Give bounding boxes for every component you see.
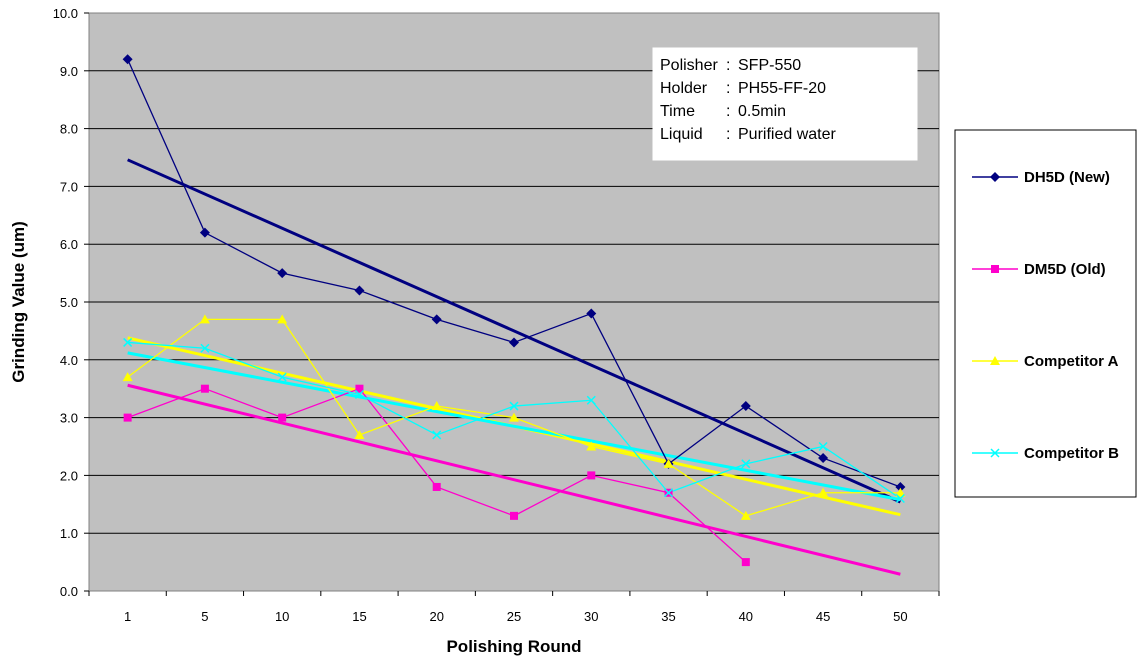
data-point (664, 488, 674, 498)
data-point (818, 487, 829, 497)
data-point (354, 429, 365, 439)
data-point (200, 384, 209, 393)
data-point (123, 337, 133, 347)
info-box-frame (652, 47, 918, 161)
data-point (199, 314, 210, 324)
data-point (587, 471, 596, 480)
data-point (278, 413, 287, 422)
info-key: Liquid (660, 126, 703, 143)
y-tick-label: 1.0 (60, 526, 78, 541)
info-value: Purified water (738, 126, 836, 143)
info-value: PH55-FF-20 (738, 80, 826, 97)
trendline (127, 383, 901, 576)
y-tick-label: 3.0 (60, 411, 78, 426)
y-tick-label: 2.0 (60, 468, 78, 483)
data-point (509, 401, 519, 411)
legend-frame (954, 129, 1137, 498)
y-tick-label: 8.0 (60, 122, 78, 137)
info-key: Time (660, 103, 695, 120)
trendline (127, 351, 901, 502)
y-tick-label: 7.0 (60, 179, 78, 194)
info-colon: : (726, 57, 730, 74)
data-point (586, 308, 597, 319)
data-point (277, 268, 288, 279)
data-point (431, 314, 442, 325)
x-tick-label: 5 (201, 609, 208, 624)
y-tick-label: 6.0 (60, 237, 78, 252)
series-markers (122, 54, 906, 567)
trendline (127, 158, 901, 504)
legend-marker (991, 265, 999, 273)
info-key: Holder (660, 80, 708, 97)
data-point (355, 384, 364, 393)
info-value: SFP-550 (738, 57, 801, 74)
y-tick-labels: 0.0 1.0 2.0 3.0 4.0 5.0 6.0 7.0 8.0 9.0 10.0 (53, 6, 89, 599)
x-tick-labels: 1 5 10 15 20 25 30 35 40 45 50 (88, 591, 940, 624)
y-tick-label: 9.0 (60, 64, 78, 79)
x-tick-label: 10 (275, 609, 289, 624)
y-axis-title: Grinding Value (um) (9, 221, 28, 383)
x-tick-label: 25 (507, 609, 521, 624)
data-point (122, 372, 133, 382)
info-key: Polisher (660, 57, 718, 74)
legend: DH5D (New) DM5D (Old) Competitor A Competit… (954, 129, 1137, 498)
data-point (510, 511, 518, 520)
x-tick-label: 20 (429, 609, 443, 624)
legend-marker (990, 172, 1000, 182)
data-point (123, 413, 132, 422)
x-tick-label: 35 (661, 609, 675, 624)
x-tick-label: 40 (739, 609, 753, 624)
y-tick-label: 5.0 (60, 295, 78, 310)
data-point (740, 401, 751, 412)
legend-label: DH5D (New) (1024, 169, 1110, 186)
info-value: 0.5min (738, 103, 786, 120)
data-point (895, 493, 905, 504)
legend-label: Competitor A (1024, 353, 1119, 370)
data-point (663, 458, 674, 468)
data-point (122, 54, 133, 65)
data-point (818, 453, 829, 464)
legend-entries: DH5D (New) DM5D (Old) Competitor A Competit… (972, 169, 1119, 462)
info-colon: : (726, 80, 730, 97)
info-colon: : (726, 126, 730, 143)
x-tick-label: 45 (816, 609, 830, 624)
data-point (432, 482, 441, 491)
data-point (895, 481, 906, 492)
data-point (741, 558, 750, 567)
data-point (354, 285, 365, 296)
legend-marker (990, 356, 1000, 365)
data-point (895, 487, 906, 497)
legend-marker (990, 448, 1000, 458)
data-point (277, 314, 288, 324)
data-point (509, 337, 519, 348)
x-axis-title: Polishing Round (446, 637, 581, 656)
data-point (818, 441, 828, 452)
x-tick-label: 15 (352, 609, 366, 624)
x-tick-label: 30 (584, 609, 598, 624)
info-colon: : (726, 103, 730, 120)
data-point (740, 510, 751, 520)
data-point (432, 430, 442, 440)
y-tick-label: 4.0 (60, 353, 78, 368)
data-point (741, 459, 751, 469)
data-point (199, 227, 210, 238)
data-point (509, 412, 519, 422)
x-tick-label: 50 (893, 609, 907, 624)
x-tick-label: 1 (124, 609, 131, 624)
data-point (586, 395, 596, 405)
data-point (354, 389, 364, 400)
legend-label: Competitor B (1024, 445, 1119, 462)
y-tick-label: 0.0 (60, 584, 78, 599)
data-point (277, 372, 287, 382)
data-point (586, 441, 597, 451)
legend-label: DM5D (Old) (1024, 261, 1106, 278)
data-point (431, 401, 442, 411)
data-point (200, 343, 210, 353)
y-tick-label: 10.0 (53, 6, 78, 21)
